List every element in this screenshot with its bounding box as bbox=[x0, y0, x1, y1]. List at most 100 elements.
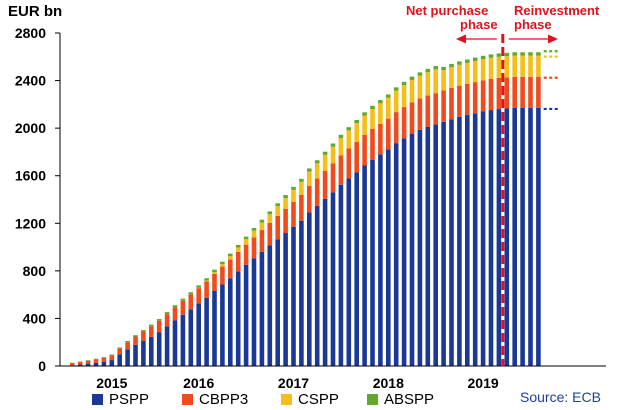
bar-pspp-54 bbox=[496, 109, 502, 366]
bar-cbpp3-58 bbox=[528, 76, 533, 108]
bar-cbpp3-5 bbox=[109, 355, 115, 361]
bar-cbpp3-30 bbox=[307, 185, 312, 213]
legend-label-cspp: CSPP bbox=[298, 391, 339, 408]
bar-abspp-35 bbox=[346, 127, 352, 131]
bar-cbpp3-17 bbox=[204, 281, 209, 298]
bar-abspp-2 bbox=[85, 360, 91, 361]
reinvestment-label-line2: phase bbox=[514, 17, 552, 32]
bar-pspp-53 bbox=[488, 110, 494, 367]
bar-pspp-52 bbox=[480, 111, 486, 366]
bar-abspp-10 bbox=[149, 324, 154, 327]
bar-pspp-16 bbox=[196, 303, 201, 366]
bar-cspp-46 bbox=[433, 69, 438, 94]
bar-cspp-33 bbox=[330, 146, 336, 164]
bar-abspp-38 bbox=[370, 105, 375, 109]
bar-abspp-17 bbox=[204, 278, 209, 281]
bar-cbpp3-22 bbox=[243, 244, 249, 265]
bar-cbpp3-2 bbox=[85, 360, 91, 364]
bar-cbpp3-20 bbox=[228, 259, 233, 279]
bar-abspp-41 bbox=[393, 87, 399, 91]
bar-pspp-22 bbox=[243, 264, 249, 366]
legend-label-pspp: PSPP bbox=[109, 391, 149, 408]
bar-cspp-37 bbox=[362, 115, 367, 135]
bar-cspp-50 bbox=[465, 62, 470, 84]
y-tick-label: 800 bbox=[23, 263, 47, 279]
legend-swatch-abspp bbox=[367, 394, 378, 405]
bar-cspp-38 bbox=[370, 108, 375, 129]
bar-pspp-18 bbox=[212, 290, 217, 366]
bar-pspp-11 bbox=[156, 332, 162, 366]
bar-cbpp3-32 bbox=[322, 170, 328, 199]
bar-cspp-32 bbox=[322, 154, 328, 171]
bar-abspp-15 bbox=[188, 292, 194, 295]
y-tick-label: 2800 bbox=[15, 25, 46, 41]
bar-pspp-58 bbox=[528, 107, 533, 367]
bar-cbpp3-29 bbox=[299, 194, 304, 221]
y-tick-label: 400 bbox=[23, 310, 47, 326]
bar-abspp-59 bbox=[536, 52, 541, 56]
bar-cbpp3-13 bbox=[172, 307, 178, 321]
bar-pspp-10 bbox=[149, 336, 154, 366]
y-axis: 0 400 800 1200 1600 2000 2400 2800 bbox=[15, 25, 61, 374]
bar-pspp-33 bbox=[330, 192, 336, 366]
bar-cspp-59 bbox=[536, 55, 541, 77]
bar-pspp-14 bbox=[180, 314, 186, 366]
bar-pspp-36 bbox=[354, 172, 359, 366]
legend-swatch-pspp bbox=[92, 394, 103, 405]
bar-abspp-12 bbox=[164, 312, 170, 315]
bar-pspp-15 bbox=[188, 309, 194, 366]
bar-cspp-35 bbox=[346, 130, 352, 149]
bar-cspp-19 bbox=[220, 264, 225, 267]
bars-group bbox=[70, 52, 541, 367]
net-purchase-label-line1: Net purchase bbox=[406, 3, 488, 18]
bar-pspp-42 bbox=[401, 138, 407, 366]
bar-abspp-31 bbox=[314, 160, 320, 164]
bar-pspp-35 bbox=[346, 178, 352, 366]
bar-cbpp3-33 bbox=[330, 163, 336, 193]
bar-pspp-50 bbox=[465, 115, 470, 366]
bar-abspp-58 bbox=[528, 52, 533, 56]
bar-cbpp3-51 bbox=[472, 82, 478, 114]
bar-cbpp3-28 bbox=[291, 201, 296, 227]
bar-pspp-26 bbox=[275, 239, 280, 366]
bar-abspp-54 bbox=[496, 53, 502, 57]
legend-swatch-cbpp3 bbox=[182, 394, 193, 405]
bar-cbpp3-41 bbox=[393, 112, 399, 144]
bar-pspp-48 bbox=[449, 119, 454, 367]
bar-cspp-21 bbox=[235, 247, 241, 252]
bar-cbpp3-52 bbox=[480, 80, 486, 112]
bar-abspp-20 bbox=[228, 253, 233, 257]
bar-cbpp3-24 bbox=[259, 230, 265, 252]
bar-abspp-8 bbox=[133, 335, 138, 337]
y-tick-label: 0 bbox=[38, 358, 46, 374]
bar-cbpp3-36 bbox=[354, 141, 359, 173]
bar-cspp-30 bbox=[307, 171, 312, 186]
bar-abspp-18 bbox=[212, 269, 217, 273]
bar-cbpp3-46 bbox=[433, 93, 438, 125]
legend-swatch-cspp bbox=[281, 394, 292, 405]
bar-abspp-34 bbox=[338, 134, 344, 139]
bar-pspp-40 bbox=[386, 149, 391, 366]
bar-cbpp3-21 bbox=[235, 251, 241, 272]
bar-abspp-0 bbox=[70, 362, 75, 364]
bar-cbpp3-34 bbox=[338, 155, 344, 185]
bar-abspp-55 bbox=[504, 52, 510, 57]
bar-cspp-48 bbox=[449, 67, 454, 88]
y-tick-label: 2400 bbox=[15, 73, 46, 89]
y-tick-label: 2000 bbox=[15, 120, 46, 136]
bar-pspp-2 bbox=[85, 363, 91, 366]
bar-pspp-23 bbox=[251, 258, 257, 366]
bar-cspp-18 bbox=[212, 272, 217, 274]
bar-pspp-43 bbox=[409, 133, 415, 366]
bar-cspp-49 bbox=[457, 64, 462, 86]
legend-label-cbpp3: CBPP3 bbox=[199, 391, 248, 408]
bar-abspp-39 bbox=[378, 100, 383, 104]
bar-cspp-16 bbox=[196, 287, 201, 289]
bar-abspp-30 bbox=[307, 168, 312, 172]
bar-cbpp3-7 bbox=[125, 342, 130, 350]
bar-abspp-4 bbox=[101, 357, 107, 358]
bar-pspp-56 bbox=[512, 107, 517, 367]
x-axis: 2015 2016 2017 2018 2019 bbox=[60, 365, 606, 391]
